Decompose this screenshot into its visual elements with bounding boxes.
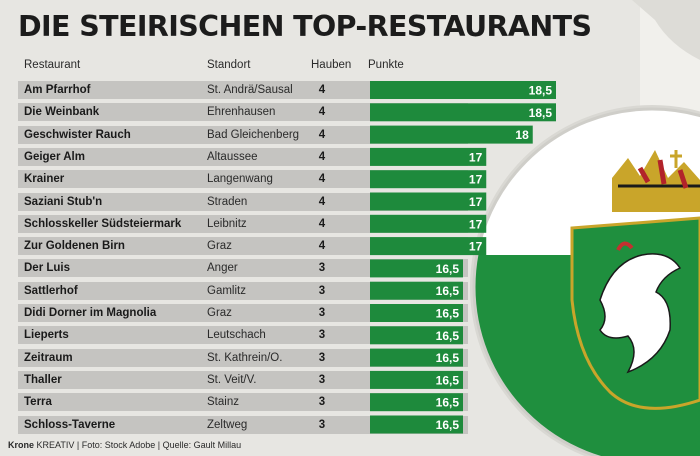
restaurant-location: Stainz xyxy=(207,396,239,409)
hauben-count: 4 xyxy=(318,195,326,208)
hauben-count: 4 xyxy=(318,84,326,96)
restaurant-location: Altaussee xyxy=(207,150,258,163)
restaurant-location: Graz xyxy=(207,240,232,253)
hauben-count: 3 xyxy=(318,418,326,431)
restaurant-name: Der Luis xyxy=(24,262,71,275)
header-punkte: Punkte xyxy=(368,59,404,71)
hauben-count: 4 xyxy=(318,128,326,141)
table-row xyxy=(18,281,468,300)
table-row xyxy=(18,259,468,278)
restaurant-name: Schloss-Taverne xyxy=(24,418,116,431)
restaurant-name: Terra xyxy=(24,396,52,409)
table-row xyxy=(18,81,468,99)
hauben-count: 4 xyxy=(318,150,326,163)
restaurant-location: Zeltweg xyxy=(207,418,248,431)
restaurant-location: St. Andrä/Sausal xyxy=(207,84,293,96)
restaurant-name: Sattlerhof xyxy=(24,284,78,297)
restaurant-name: Geiger Alm xyxy=(24,150,85,163)
table-row xyxy=(18,370,468,389)
hauben-count: 4 xyxy=(318,217,326,230)
table-row xyxy=(18,326,468,345)
hauben-count: 3 xyxy=(318,396,326,409)
restaurant-location: Straden xyxy=(207,195,248,208)
footer-brand-suffix: KREATIV xyxy=(36,440,75,450)
table-row xyxy=(18,393,468,412)
table-row xyxy=(18,415,468,434)
restaurant-location: Graz xyxy=(207,307,232,319)
restaurant-name: Saziani Stub'n xyxy=(24,195,103,208)
table-row xyxy=(18,237,468,256)
restaurant-location: Langenwang xyxy=(207,173,273,186)
chart-title: DIE STEIRISCHEN TOP-RESTAURANTS xyxy=(18,10,592,43)
restaurant-name: Zeitraum xyxy=(24,351,73,364)
restaurant-location: Bad Gleichenberg xyxy=(207,128,299,141)
hauben-count: 4 xyxy=(318,240,326,253)
restaurant-name: Geschwister Rauch xyxy=(24,128,131,141)
restaurant-name: Didi Dorner im Magnolia xyxy=(24,307,157,319)
hauben-count: 3 xyxy=(318,351,326,364)
hauben-count: 3 xyxy=(318,262,326,275)
restaurant-location: Leibnitz xyxy=(207,217,247,230)
footer: Krone KREATIV | Foto: Stock Adobe | Quel… xyxy=(8,440,242,450)
restaurant-name: Lieperts xyxy=(24,329,69,342)
restaurant-name: Zur Goldenen Birn xyxy=(24,240,125,253)
hauben-count: 3 xyxy=(318,373,326,386)
footer-photo-credit: Foto: Stock Adobe xyxy=(81,440,156,450)
table-row xyxy=(18,170,468,189)
header-restaurant: Restaurant xyxy=(24,59,81,71)
table-row xyxy=(18,214,468,233)
hauben-count: 3 xyxy=(318,329,326,342)
table-row xyxy=(18,192,468,211)
restaurant-location: Leutschach xyxy=(207,329,266,342)
restaurant-location: St. Veit/V. xyxy=(207,373,257,386)
restaurant-name: Thaller xyxy=(24,373,62,386)
restaurant-name: Schlosskeller Südsteiermark xyxy=(24,217,182,230)
hauben-count: 3 xyxy=(318,307,326,319)
table-row xyxy=(18,125,468,144)
restaurant-name: Am Pfarrhof xyxy=(24,84,91,96)
table-row xyxy=(18,348,468,367)
table-row xyxy=(18,103,468,122)
table-row xyxy=(18,304,468,322)
restaurant-location: Gamlitz xyxy=(207,284,246,297)
restaurant-location: Ehrenhausen xyxy=(207,106,276,119)
restaurant-name: Krainer xyxy=(24,173,65,186)
coat-of-arms-icon xyxy=(570,150,700,410)
table-row xyxy=(18,147,468,166)
header-hauben: Hauben xyxy=(311,59,352,71)
hauben-count: 4 xyxy=(318,173,326,186)
restaurant-name: Die Weinbank xyxy=(24,106,100,119)
hauben-count: 4 xyxy=(318,106,326,119)
header-standort: Standort xyxy=(207,59,251,71)
footer-source: Quelle: Gault Millau xyxy=(162,440,242,450)
footer-brand: Krone xyxy=(8,440,35,450)
restaurant-location: Anger xyxy=(207,262,238,275)
restaurant-location: St. Kathrein/O. xyxy=(207,351,283,364)
hauben-count: 3 xyxy=(318,284,326,297)
